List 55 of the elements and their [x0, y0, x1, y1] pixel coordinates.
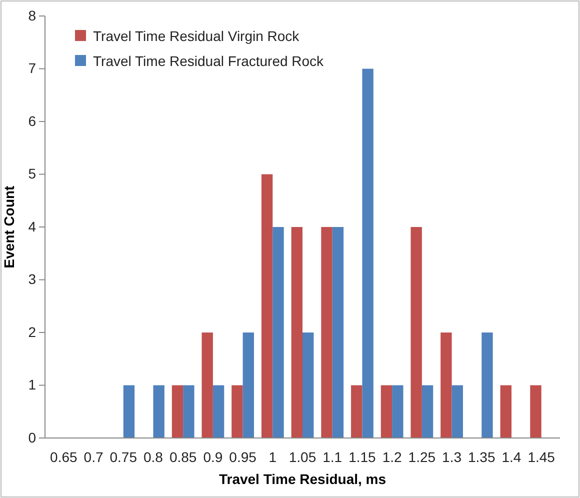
- bar: [291, 227, 302, 438]
- bar: [153, 385, 164, 438]
- bar: [440, 332, 452, 438]
- bar: [332, 227, 344, 438]
- x-tick-label: 0.95: [229, 448, 257, 465]
- bar: [302, 332, 314, 438]
- bar: [261, 174, 273, 438]
- bar: [482, 332, 493, 438]
- x-tick-label: 0.75: [110, 448, 138, 465]
- y-tick-label: 6: [28, 112, 36, 129]
- y-axis-title: Event Count: [1, 185, 17, 268]
- x-tick-label: 0.7: [84, 448, 104, 465]
- bar: [500, 385, 512, 438]
- bar: [362, 68, 374, 438]
- x-tick-label: 1: [268, 448, 277, 465]
- bar: [202, 332, 213, 438]
- y-tick-label: 4: [28, 218, 36, 234]
- x-tick-label: 0.85: [169, 448, 197, 465]
- x-tick-label: 1.35: [468, 448, 496, 465]
- bar: [422, 385, 434, 438]
- bar: [392, 385, 404, 438]
- bar: [380, 385, 392, 438]
- y-tick-label: 8: [28, 7, 36, 24]
- x-tick-label: 1.15: [348, 448, 376, 465]
- bar: [530, 385, 542, 438]
- bar: [321, 227, 332, 438]
- x-tick-label: 1.3: [442, 448, 462, 465]
- x-tick-label: 1.25: [408, 448, 436, 465]
- x-axis-title: Travel Time Residual, ms: [218, 471, 386, 487]
- y-tick-label: 7: [28, 60, 36, 76]
- bar: [410, 227, 422, 438]
- bar: [123, 385, 135, 438]
- bar: [212, 385, 224, 438]
- bar: [272, 227, 284, 438]
- x-tick-label: 0.8: [143, 448, 164, 465]
- x-tick-label: 1.4: [502, 448, 522, 465]
- y-tick-label: 5: [28, 166, 36, 182]
- x-tick-label: 1.05: [288, 448, 316, 465]
- legend-label: Travel Time Residual Virgin Rock: [93, 28, 300, 44]
- legend-label: Travel Time Residual Fractured Rock: [93, 53, 325, 69]
- bar: [232, 385, 243, 438]
- x-tick-label: 0.9: [203, 448, 223, 465]
- bar: [452, 385, 463, 438]
- bar: [351, 385, 362, 438]
- bar: [172, 385, 184, 438]
- y-tick-label: 2: [28, 324, 36, 340]
- x-tick-label: 1.45: [528, 448, 556, 465]
- x-tick-label: 0.65: [50, 448, 78, 465]
- y-tick-label: 0: [28, 429, 36, 446]
- bar: [183, 385, 194, 438]
- x-tick-label: 1.1: [322, 448, 342, 465]
- bar: [242, 332, 254, 438]
- y-tick-label: 1: [28, 376, 36, 393]
- x-tick-label: 1.2: [382, 448, 402, 465]
- y-tick-label: 3: [28, 271, 36, 288]
